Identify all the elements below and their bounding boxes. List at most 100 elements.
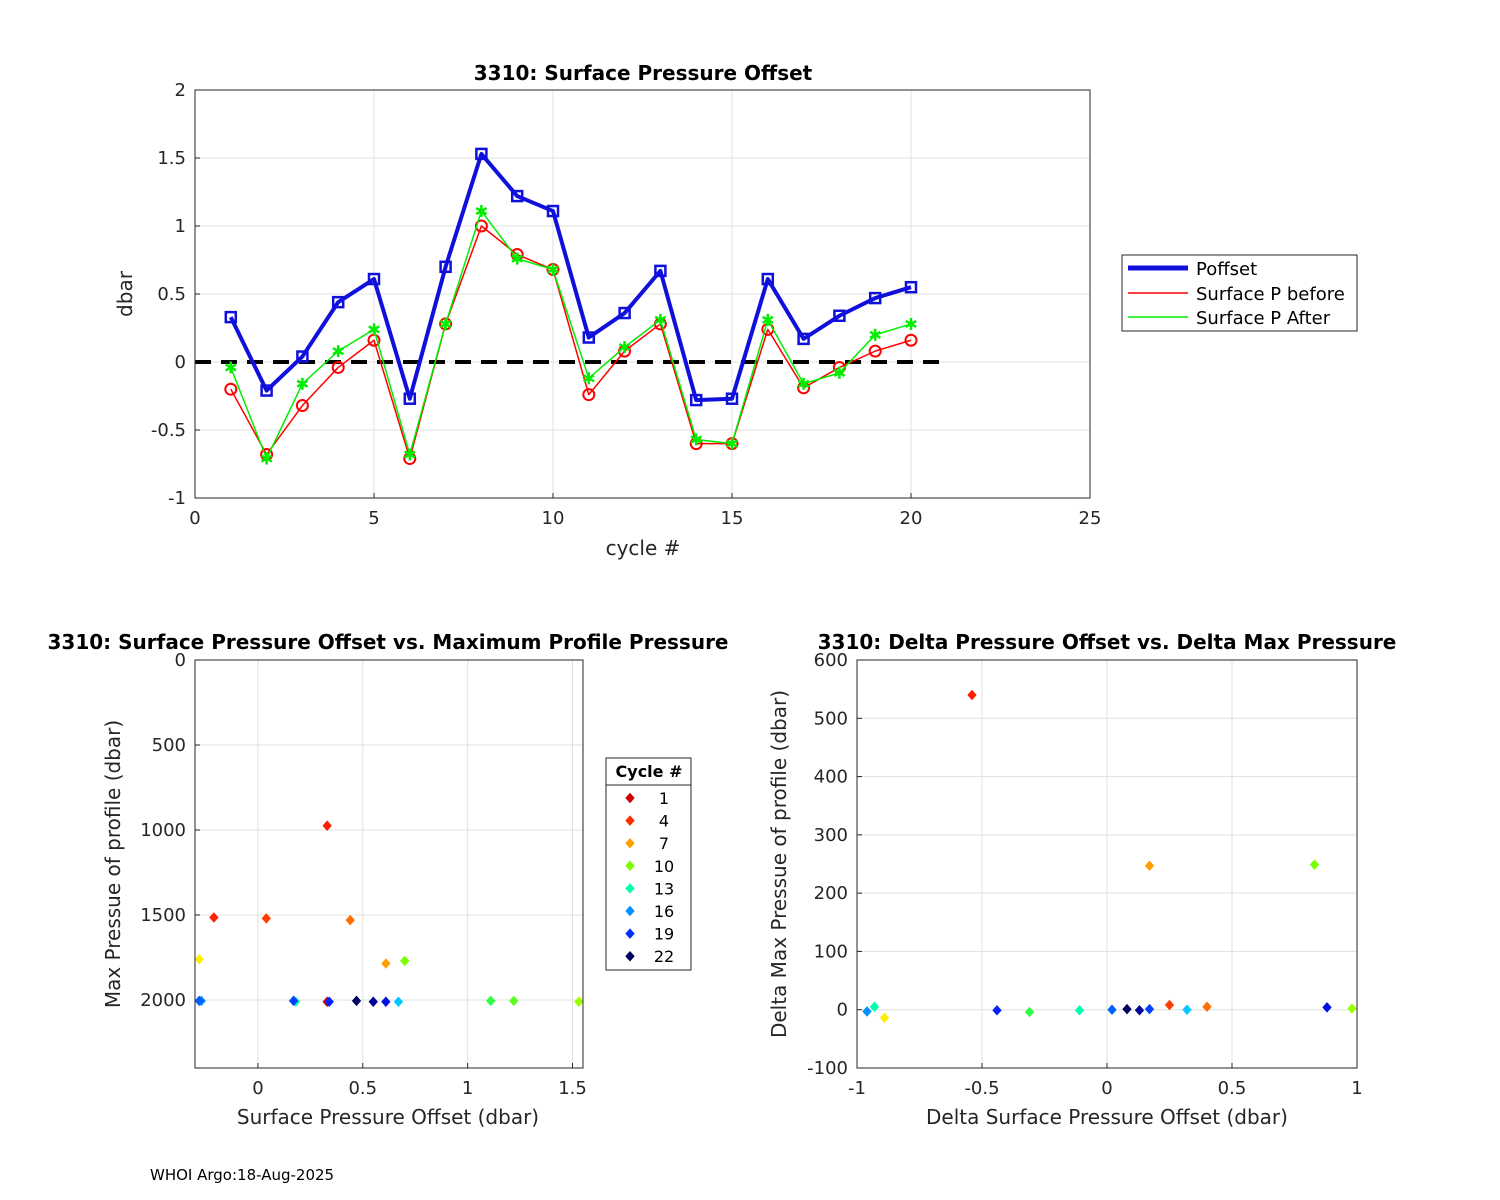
marker-poffset bbox=[797, 332, 810, 346]
cycle-legend-label: 16 bbox=[654, 902, 674, 921]
bottom-left-point bbox=[574, 996, 584, 1007]
legend-label-surface-p-before: Surface P before bbox=[1196, 284, 1345, 305]
marker-poffset bbox=[224, 310, 238, 324]
marker-surface-p-after bbox=[332, 345, 345, 358]
bottom-right-y-tick-label: 500 bbox=[814, 708, 848, 729]
marker-surface-p-after bbox=[582, 372, 595, 385]
bottom-left-x-tick-label: 0.5 bbox=[348, 1078, 377, 1099]
bottom-left-chart-title: 3310: Surface Pressure Offset vs. Maximu… bbox=[48, 630, 729, 654]
cycle-legend-title: Cycle # bbox=[616, 762, 683, 781]
cycle-legend-label: 4 bbox=[659, 812, 669, 831]
cycle-legend-marker bbox=[625, 928, 635, 939]
top-x-tick-label: 15 bbox=[721, 508, 744, 529]
marker-surface-p-before bbox=[868, 344, 882, 358]
bottom-right-point bbox=[1309, 859, 1320, 870]
marker-surface-p-after bbox=[296, 377, 309, 390]
bottom-left-points bbox=[194, 820, 584, 1007]
marker-surface-p-before bbox=[582, 388, 596, 402]
top-series bbox=[195, 147, 947, 466]
bottom-right-x-tick-label: 0.5 bbox=[1218, 1078, 1247, 1099]
bottom-right-point bbox=[967, 689, 977, 701]
marker-poffset bbox=[868, 291, 882, 305]
bottom-left-x-tick-label: 0 bbox=[252, 1078, 263, 1099]
legend-label-surface-p-after: Surface P After bbox=[1196, 308, 1331, 329]
top-x-tick-label: 5 bbox=[368, 508, 379, 529]
marker-surface-p-after bbox=[833, 366, 846, 379]
cycle-legend-marker bbox=[625, 837, 635, 849]
cycle-legend-box bbox=[605, 757, 692, 971]
top-chart: 0 5 10 15 20 25 -1 -0.5 0 0.5 1 1.5 2 3310: Surface … bbox=[113, 61, 1358, 560]
bottom-right-point bbox=[1024, 1006, 1035, 1018]
bottom-right-point bbox=[1202, 1001, 1212, 1013]
bottom-right-point bbox=[1134, 1005, 1145, 1016]
marker-poffset bbox=[833, 309, 846, 323]
bottom-right-y-axis-label: Delta Max Pressue of profile (dbar) bbox=[767, 690, 791, 1038]
bottom-right-x-axis-label: Delta Surface Pressure Offset (dbar) bbox=[926, 1105, 1288, 1129]
marker-surface-p-after bbox=[905, 317, 917, 330]
bottom-right-point bbox=[1074, 1005, 1085, 1016]
bottom-left-y-axis-label: Max Pressue of profile (dbar) bbox=[101, 720, 125, 1008]
bottom-right-point bbox=[1164, 999, 1175, 1011]
bottom-left-point bbox=[322, 820, 332, 832]
marker-poffset bbox=[331, 295, 345, 309]
bottom-right-point bbox=[1144, 860, 1155, 872]
bottom-left-x-tick-label: 1.5 bbox=[558, 1078, 587, 1099]
bottom-right-y-tick-label: 300 bbox=[814, 825, 848, 846]
marker-poffset bbox=[296, 350, 309, 363]
marker-surface-p-after bbox=[690, 433, 703, 446]
bottom-left-y-tick-label: 2000 bbox=[140, 990, 186, 1011]
top-legend: Poffset Surface P before Surface P After bbox=[1121, 254, 1358, 332]
marker-surface-p-after bbox=[726, 437, 738, 450]
bottom-right-point bbox=[1347, 1003, 1357, 1014]
bottom-left-plot-area bbox=[195, 660, 583, 1068]
marker-surface-p-before bbox=[331, 360, 345, 374]
bottom-left-y-tick-label: 1500 bbox=[140, 905, 186, 926]
bottom-left-point bbox=[368, 996, 378, 1007]
footer-text: WHOI Argo:18-Aug-2025 bbox=[150, 1166, 335, 1184]
bottom-right-x-tick-label: -1 bbox=[848, 1078, 866, 1099]
cycle-legend-marker bbox=[625, 905, 635, 917]
bottom-left-point bbox=[261, 913, 271, 924]
marker-surface-p-after bbox=[511, 252, 524, 265]
cycle-legend-label: 7 bbox=[659, 834, 669, 853]
bottom-right-axes: -1 -0.5 0 0.5 1 -100 0 100 200 300 400 500 600 bbox=[807, 650, 1363, 1099]
bottom-left-point bbox=[486, 995, 496, 1007]
bottom-left-point bbox=[381, 958, 391, 969]
top-x-tick-label: 25 bbox=[1079, 508, 1102, 529]
cycle-legend-label: 10 bbox=[654, 857, 674, 876]
bottom-left-axes-box bbox=[194, 659, 584, 1069]
top-y-tick-label: 0 bbox=[175, 352, 186, 373]
cycle-legend-label: 22 bbox=[654, 947, 674, 966]
bottom-right-x-tick-label: 1 bbox=[1351, 1078, 1362, 1099]
cycle-legend-entries: 1 4 7 10 13 16 19 22 bbox=[625, 789, 674, 966]
bottom-left-point bbox=[381, 996, 391, 1007]
bottom-right-point bbox=[1182, 1004, 1192, 1015]
legend-label-poffset: Poffset bbox=[1196, 259, 1257, 280]
bottom-left-point bbox=[194, 995, 204, 1007]
marker-surface-p-after bbox=[439, 317, 452, 330]
marker-surface-p-after bbox=[368, 323, 380, 336]
cycle-legend-marker bbox=[625, 860, 635, 872]
top-axes-box bbox=[194, 89, 1091, 499]
top-y-tick-label: -0.5 bbox=[151, 420, 186, 441]
marker-poffset bbox=[725, 392, 739, 405]
bottom-right-y-tick-label: 600 bbox=[814, 650, 848, 671]
bottom-left-x-axis-label: Surface Pressure Offset (dbar) bbox=[237, 1105, 539, 1129]
bottom-right-chart: -1 -0.5 0 0.5 1 -100 0 100 200 300 400 500 600 3310:… bbox=[767, 630, 1396, 1129]
bottom-left-point bbox=[209, 912, 219, 923]
marker-poffset bbox=[618, 306, 631, 320]
bottom-right-y-tick-label: 200 bbox=[814, 883, 848, 904]
marker-surface-p-after bbox=[475, 205, 488, 218]
marker-poffset bbox=[260, 384, 273, 397]
bottom-left-y-tick-label: 500 bbox=[152, 735, 186, 756]
cycle-legend-marker bbox=[625, 792, 635, 804]
bottom-left-point bbox=[194, 953, 204, 965]
cycle-legend-marker bbox=[625, 815, 635, 826]
marker-poffset bbox=[546, 204, 560, 218]
bottom-left-point bbox=[400, 955, 410, 967]
marker-surface-p-after bbox=[403, 448, 416, 461]
bottom-right-x-tick-label: -0.5 bbox=[964, 1078, 999, 1099]
bottom-left-point bbox=[288, 995, 299, 1007]
marker-surface-p-after bbox=[618, 341, 631, 354]
